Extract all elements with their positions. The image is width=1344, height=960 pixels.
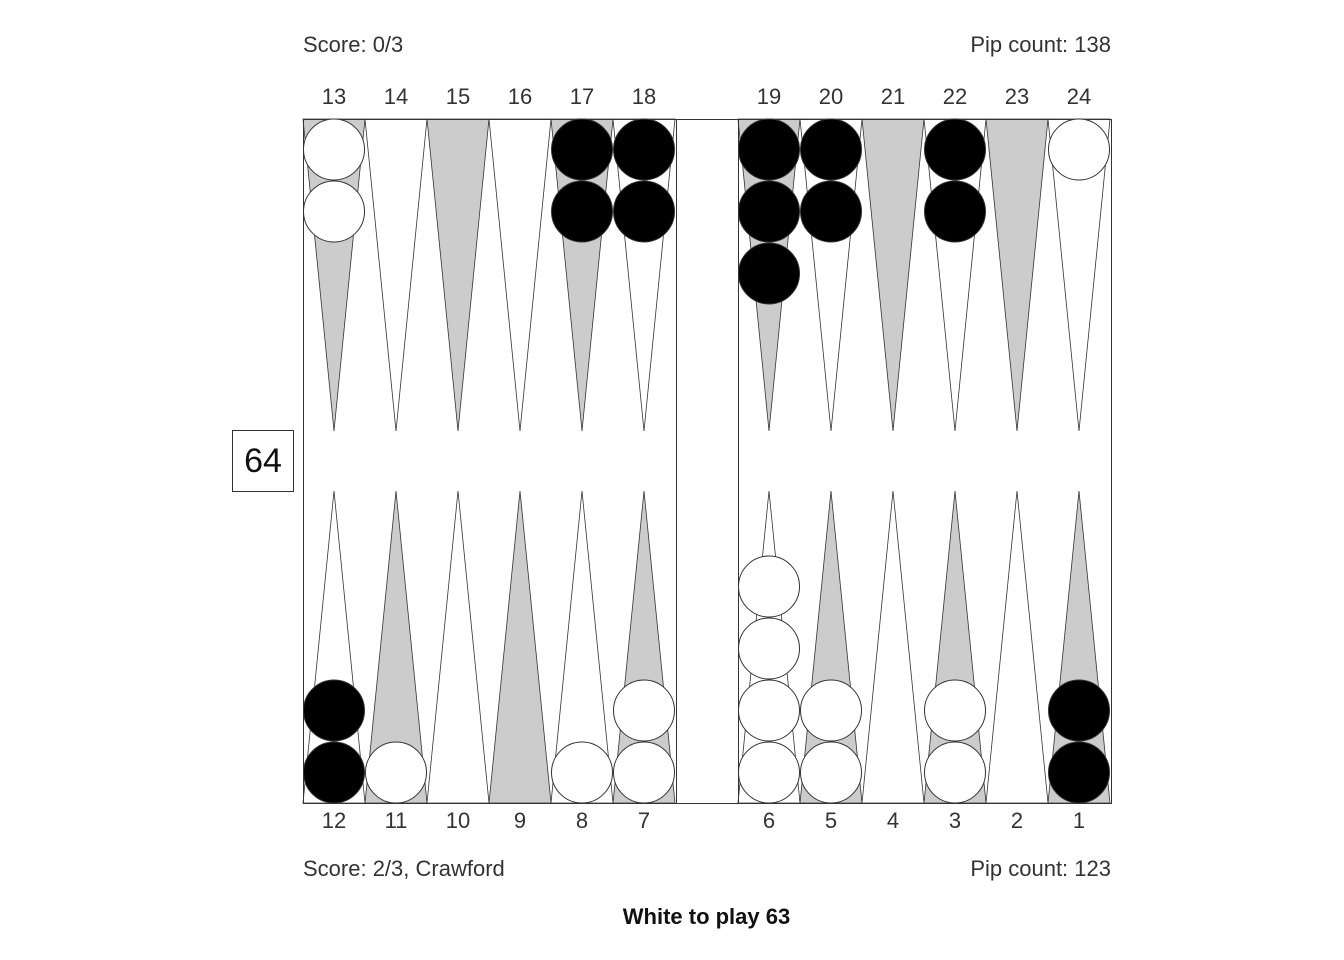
- bottom-player-score: Score: 2/3, Crawford: [303, 856, 505, 881]
- black-checker: [551, 118, 613, 181]
- point-number-16: 16: [507, 84, 533, 109]
- white-checker: [924, 741, 986, 804]
- point-number-1: 1: [1072, 808, 1086, 833]
- white-checker: [303, 180, 365, 243]
- black-checker: [924, 118, 986, 181]
- white-checker: [365, 741, 427, 804]
- black-checker: [1048, 679, 1110, 742]
- point-number-18: 18: [631, 84, 657, 109]
- status-message: White to play 63: [622, 904, 791, 929]
- top-player-pip-count: Pip count: 138: [970, 32, 1111, 57]
- point-number-5: 5: [824, 808, 838, 833]
- point-number-24: 24: [1066, 84, 1092, 109]
- point-number-17: 17: [569, 84, 595, 109]
- white-checker: [738, 617, 800, 680]
- white-checker: [924, 679, 986, 742]
- top-player-score: Score: 0/3: [303, 32, 404, 57]
- white-checker: [800, 741, 862, 804]
- point-number-11: 11: [384, 808, 408, 833]
- black-checker: [1048, 741, 1110, 804]
- board-border: [303, 119, 1112, 804]
- black-checker: [613, 180, 675, 243]
- black-checker: [738, 118, 800, 181]
- black-checker: [800, 180, 862, 243]
- black-checker: [303, 741, 365, 804]
- point-number-8: 8: [575, 808, 589, 833]
- doubling-cube[interactable]: 64: [232, 430, 294, 492]
- black-checker: [738, 242, 800, 305]
- point-number-3: 3: [948, 808, 962, 833]
- point-number-9: 9: [513, 808, 527, 833]
- point-number-12: 12: [321, 808, 347, 833]
- point-number-20: 20: [818, 84, 844, 109]
- white-checker: [1048, 118, 1110, 181]
- point-number-19: 19: [756, 84, 782, 109]
- point-number-7: 7: [637, 808, 651, 833]
- point-number-2: 2: [1010, 808, 1024, 833]
- point-number-13: 13: [321, 84, 347, 109]
- white-checker: [303, 118, 365, 181]
- black-checker: [613, 118, 675, 181]
- point-number-4: 4: [886, 808, 900, 833]
- white-checker: [738, 741, 800, 804]
- black-checker: [303, 679, 365, 742]
- black-checker: [551, 180, 613, 243]
- bottom-player-pip-count: Pip count: 123: [970, 856, 1111, 881]
- black-checker: [800, 118, 862, 181]
- white-checker: [738, 555, 800, 618]
- point-number-10: 10: [445, 808, 471, 833]
- point-number-23: 23: [1004, 84, 1030, 109]
- point-number-22: 22: [942, 84, 968, 109]
- white-checker: [800, 679, 862, 742]
- point-number-6: 6: [762, 808, 776, 833]
- point-number-21: 21: [880, 84, 906, 109]
- white-checker: [613, 741, 675, 804]
- point-number-14: 14: [383, 84, 409, 109]
- board-frame: [303, 119, 1112, 804]
- white-checker: [551, 741, 613, 804]
- white-checker: [613, 679, 675, 742]
- point-number-15: 15: [445, 84, 471, 109]
- white-checker: [738, 679, 800, 742]
- black-checker: [738, 180, 800, 243]
- black-checker: [924, 180, 986, 243]
